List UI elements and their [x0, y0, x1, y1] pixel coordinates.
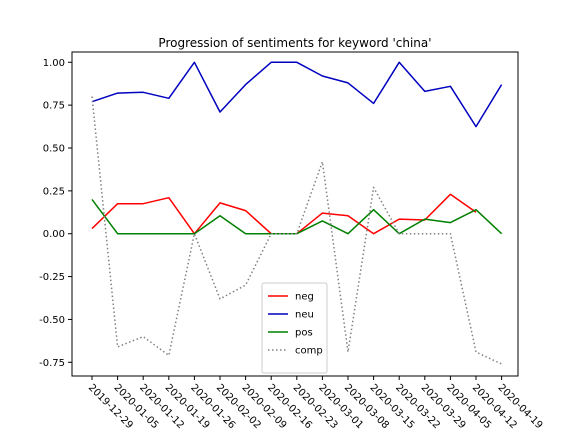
y-tick-label: 0.25 — [43, 186, 65, 197]
series-line-comp — [91, 96, 502, 365]
y-tick-label: -0.25 — [39, 272, 65, 283]
series-line-neg — [91, 193, 477, 235]
y-tick-label: 0.00 — [43, 229, 65, 240]
chart-title: Progression of sentiments for keyword 'c… — [158, 36, 431, 50]
series-line-neu — [91, 61, 503, 128]
legend-label-comp: comp — [295, 346, 323, 357]
legend-label-pos: pos — [295, 328, 313, 339]
y-axis: -0.75 -0.50 -0.25 0.00 0.25 0.50 0.75 1.00 — [39, 58, 72, 369]
legend-label-neg: neg — [295, 292, 314, 303]
axes-frame — [71, 51, 519, 377]
legend-box — [261, 282, 328, 374]
y-tick-label: -0.50 — [39, 315, 65, 326]
y-tick-label: -0.75 — [39, 358, 65, 369]
y-tick-label: 1.00 — [43, 58, 65, 69]
plot-area — [91, 61, 503, 365]
legend-label-neu: neu — [295, 310, 314, 321]
y-tick-label: 0.75 — [43, 101, 65, 112]
y-tick-label: 0.50 — [43, 144, 65, 155]
legend: neg neu pos comp — [261, 282, 328, 374]
x-axis: 2019-12-292020-01-052020-01-122020-01-19… — [86, 376, 544, 431]
